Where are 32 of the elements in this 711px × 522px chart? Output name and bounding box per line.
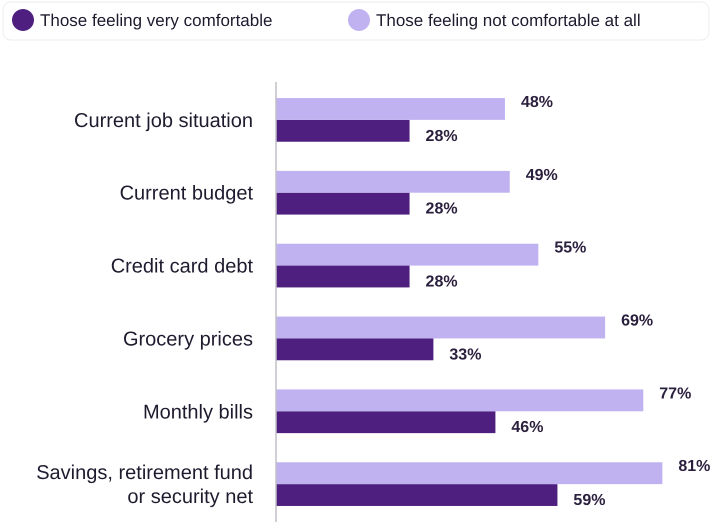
bar (276, 338, 434, 360)
bar (276, 192, 410, 215)
data-label: 69% (621, 312, 654, 330)
y-tick-label: Credit card debt (110, 256, 254, 278)
data-label: 28% (426, 200, 458, 218)
legend-label: Those feeling very comfortable (40, 11, 272, 30)
bar (276, 170, 510, 193)
y-tick-label: Monthly bills (142, 401, 253, 424)
bar (276, 484, 558, 506)
y-tick-label: Current budget (120, 182, 254, 205)
data-label: 28% (426, 274, 458, 291)
data-label: 48% (520, 94, 553, 111)
data-label: 81% (678, 458, 710, 476)
data-label: 59% (573, 492, 606, 510)
bar (276, 316, 606, 338)
y-tick-label: Savings, retirement fund or security net (36, 462, 254, 508)
data-label: 28% (426, 128, 458, 145)
data-label: 33% (449, 346, 482, 364)
bar (276, 389, 644, 412)
data-label: 77% (659, 385, 692, 402)
bar (276, 266, 410, 288)
bar (276, 120, 410, 142)
y-tick-label: Current job situation (74, 110, 253, 132)
data-label: 49% (526, 166, 558, 184)
data-label: 46% (511, 419, 544, 436)
bar (276, 411, 496, 434)
bar (276, 98, 505, 120)
bar (276, 244, 538, 266)
data-label: 55% (554, 240, 586, 257)
legend-label: Those feeling not comfortable at all (376, 11, 641, 30)
bar (276, 462, 662, 484)
y-tick-label: Grocery prices (122, 328, 253, 350)
